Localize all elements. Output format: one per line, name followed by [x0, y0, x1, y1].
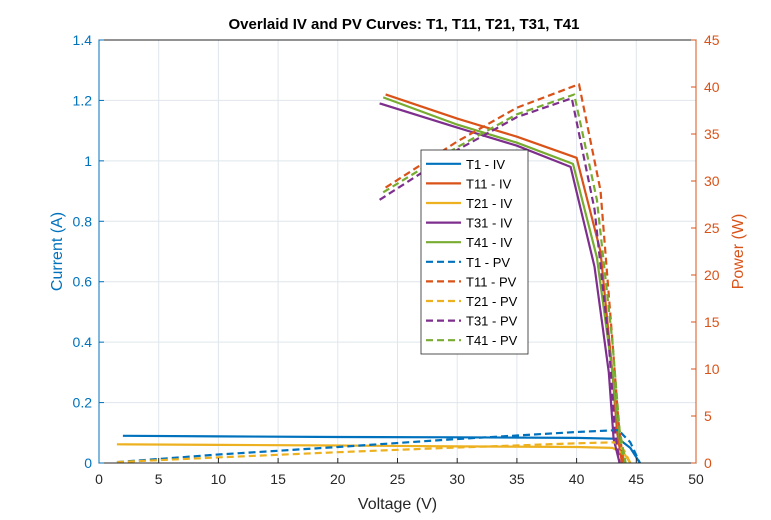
legend-label: T41 - IV [466, 235, 513, 250]
x-tick-label: 25 [390, 471, 406, 487]
legend-label: T11 - IV [466, 176, 512, 191]
y-right-tick-label: 25 [704, 220, 720, 236]
y-left-tick-label: 1.2 [73, 92, 93, 108]
x-tick-label: 50 [688, 471, 704, 487]
y-right-tick-label: 45 [704, 32, 720, 48]
axes: 0 5 10 15 20 25 30 35 40 45 5000.20.40.60.811.21.4… [73, 32, 720, 487]
chart-title: Overlaid IV and PV Curves: T1, T11, T21,… [229, 16, 580, 33]
y-axis-right-label: Power (W) [730, 214, 747, 290]
legend-label: T31 - PV [466, 314, 518, 329]
y-left-tick-label: 0.8 [73, 213, 93, 229]
legend: T1 - IV T11 - IV T21 - IV T31 - IV T41 - IV T… [420, 149, 529, 355]
series-line-t1-iv [122, 434, 641, 464]
y-right-tick-label: 20 [704, 267, 720, 283]
y-right-tick-label: 0 [704, 455, 712, 471]
x-tick-label: 20 [330, 471, 346, 487]
legend-label: T1 - IV [466, 157, 505, 172]
y-left-tick-label: 0 [84, 455, 92, 471]
legend-label: T41 - PV [466, 333, 518, 348]
series-line-t1-pv [116, 429, 641, 464]
y-right-tick-label: 5 [704, 408, 712, 424]
series-line-t31-iv [379, 102, 621, 464]
y-right-tick-label: 15 [704, 314, 720, 330]
y-left-tick-label: 1 [84, 153, 92, 169]
x-tick-label: 30 [449, 471, 465, 487]
y-right-tick-label: 35 [704, 126, 720, 142]
x-tick-label: 35 [509, 471, 525, 487]
plot-series [116, 83, 641, 464]
y-left-tick-label: 0.6 [73, 274, 93, 290]
y-right-tick-label: 10 [704, 361, 720, 377]
y-left-tick-label: 1.4 [73, 32, 93, 48]
series-line-t11-iv [385, 93, 624, 464]
legend-label: T21 - PV [466, 294, 518, 309]
y-left-tick-label: 0.4 [73, 334, 93, 350]
x-tick-label: 5 [155, 471, 163, 487]
y-axis-left-label: Current (A) [49, 212, 66, 291]
series-line-t31-pv [379, 97, 621, 464]
x-tick-label: 45 [629, 471, 645, 487]
legend-label: T31 - IV [466, 216, 513, 231]
legend-label: T11 - PV [466, 274, 517, 289]
x-tick-label: 15 [270, 471, 286, 487]
y-right-tick-label: 30 [704, 173, 720, 189]
x-tick-label: 10 [211, 471, 227, 487]
legend-label: T21 - IV [466, 196, 513, 211]
series-line-t41-pv [382, 93, 627, 464]
x-tick-label: 0 [95, 471, 103, 487]
x-axis-label: Voltage (V) [358, 496, 437, 513]
legend-label: T1 - PV [466, 255, 510, 270]
x-tick-label: 40 [569, 471, 585, 487]
y-right-tick-label: 40 [704, 79, 720, 95]
y-left-tick-label: 0.2 [73, 395, 93, 411]
